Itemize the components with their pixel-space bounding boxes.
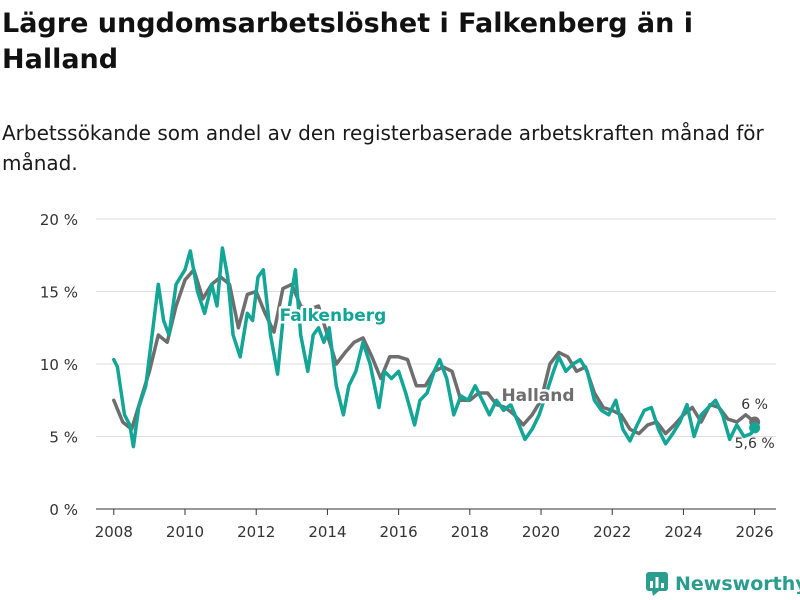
x-tick-label: 2026 — [736, 523, 774, 541]
end-label-falkenberg: 5,6 % — [735, 436, 775, 452]
y-tick-label: 15 % — [40, 284, 78, 302]
chart-subtitle: Arbetssökande som andel av den registerb… — [2, 121, 764, 175]
y-tick-label: 20 % — [40, 211, 78, 229]
x-tick-label: 2018 — [451, 523, 489, 541]
series-label-falkenberg: Falkenberg — [280, 306, 387, 326]
series-label-halland: Halland — [501, 386, 574, 406]
y-tick-label: 10 % — [40, 356, 78, 374]
y-tick-label: 0 % — [49, 501, 78, 519]
newsworthy-logo-icon — [646, 572, 668, 596]
x-tick-label: 2020 — [522, 523, 560, 541]
chart-title: Lägre ungdomsarbetslöshet i Falkenberg ä… — [2, 8, 694, 75]
y-tick-label: 5 % — [49, 429, 78, 447]
x-tick-label: 2016 — [380, 523, 418, 541]
x-tick-label: 2008 — [95, 523, 133, 541]
brand-name: Newsworthy — [675, 573, 800, 595]
x-tick-label: 2014 — [308, 523, 346, 541]
x-tick-label: 2010 — [166, 523, 204, 541]
end-point-falkenberg — [749, 422, 761, 434]
x-tick-label: 2022 — [593, 523, 631, 541]
x-tick-label: 2012 — [237, 523, 275, 541]
x-tick-label: 2024 — [664, 523, 702, 541]
end-label-halland: 6 % — [741, 397, 768, 413]
series-line-falkenberg — [112, 246, 757, 449]
newsworthy-logo: Newsworthy — [645, 570, 800, 598]
